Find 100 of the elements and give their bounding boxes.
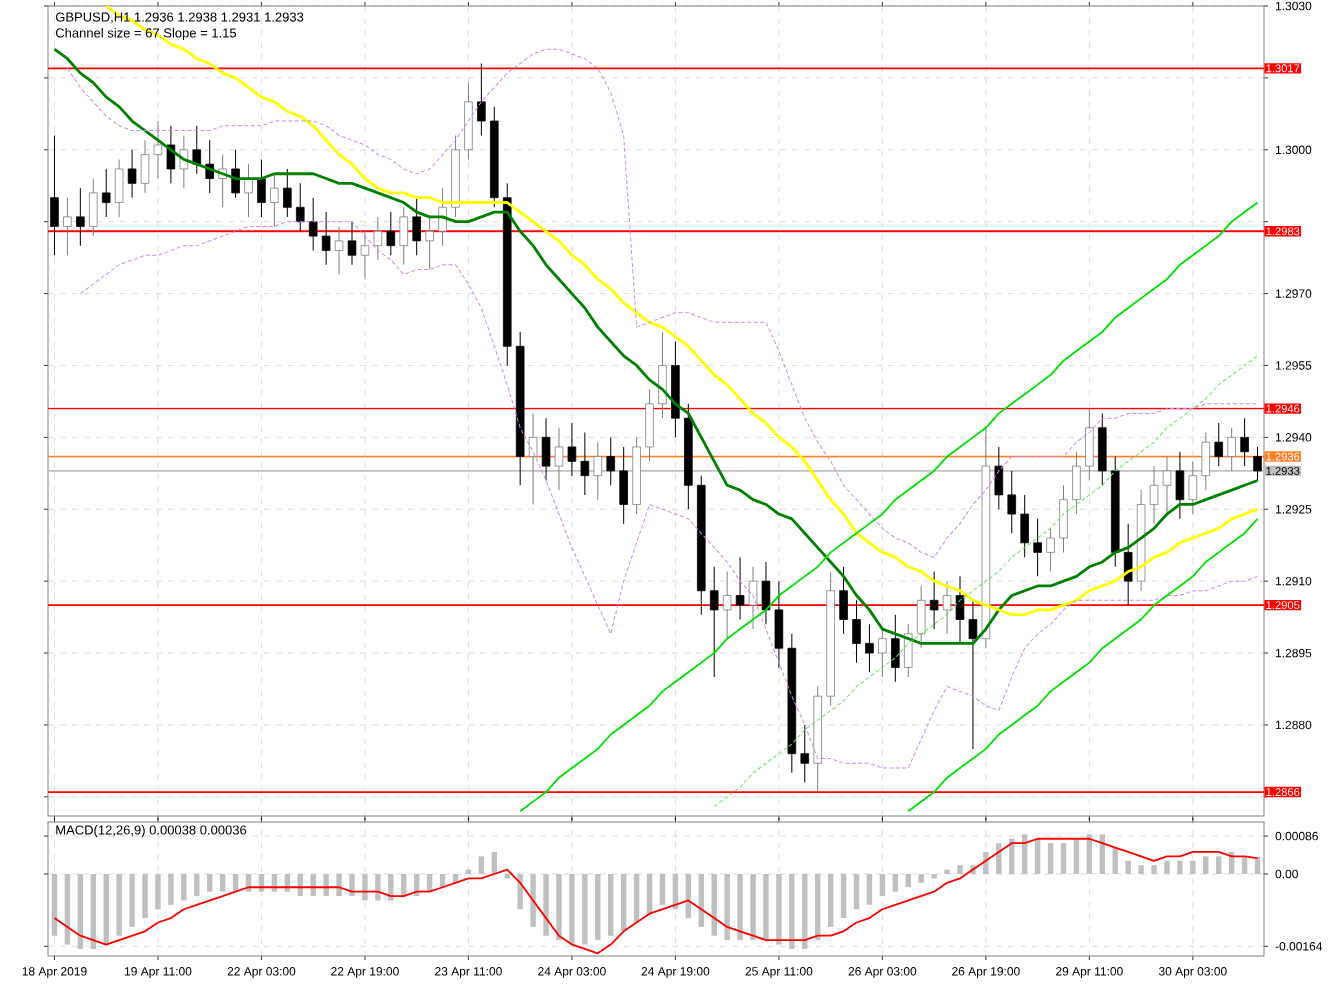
bar <box>1151 865 1157 875</box>
candlestick <box>399 206 409 266</box>
candlestick <box>257 158 266 218</box>
bar <box>879 874 886 897</box>
bar <box>349 874 355 897</box>
candlestick <box>761 561 771 625</box>
candlestick <box>891 614 900 683</box>
bar <box>724 874 730 941</box>
candlestick <box>1072 451 1081 515</box>
candlestick <box>1201 432 1211 491</box>
line-series <box>713 355 1259 807</box>
bar <box>763 874 769 941</box>
candlestick <box>852 599 861 664</box>
bar <box>866 874 873 905</box>
candlestick <box>477 63 486 136</box>
candlestick <box>1059 484 1068 553</box>
candlestick <box>63 197 72 256</box>
candlestick <box>101 168 111 218</box>
bar <box>633 874 640 923</box>
candlestick <box>722 571 732 640</box>
bar <box>1164 860 1170 875</box>
candlestick <box>1253 446 1262 481</box>
bar <box>194 874 200 897</box>
candlestick <box>865 623 874 673</box>
bar <box>556 874 562 941</box>
bar <box>1060 843 1067 875</box>
bar <box>1138 865 1144 875</box>
bar <box>219 874 226 892</box>
bar <box>620 874 627 932</box>
candlestick <box>412 197 421 256</box>
candlestick <box>464 82 473 160</box>
candlestick <box>942 580 952 635</box>
candlestick <box>360 230 370 280</box>
candlestick <box>658 331 667 419</box>
candlestick <box>127 149 137 199</box>
bar <box>530 874 536 927</box>
bar <box>336 874 342 897</box>
candlestick <box>386 211 396 256</box>
bar <box>116 874 122 936</box>
bar <box>853 874 860 910</box>
candlestick <box>709 566 719 678</box>
candlestick <box>619 446 628 525</box>
bar <box>827 874 834 927</box>
candlestick <box>1175 451 1185 520</box>
bar <box>646 874 653 914</box>
candlestick <box>735 556 745 620</box>
candlestick <box>929 571 939 630</box>
candlestick <box>878 628 887 678</box>
candlestick <box>593 441 603 501</box>
bar <box>840 874 847 919</box>
bar <box>478 856 485 875</box>
candlestick <box>76 187 85 247</box>
candlestick <box>283 168 292 218</box>
candlestick <box>606 436 615 486</box>
bar <box>1203 856 1209 875</box>
bar <box>957 865 963 875</box>
bar <box>206 874 213 892</box>
candlestick <box>50 134 59 256</box>
candlestick <box>295 182 305 232</box>
bar <box>1216 856 1222 875</box>
candlestick <box>1123 523 1133 606</box>
candlestick <box>231 149 240 199</box>
bar <box>142 874 148 919</box>
candlestick <box>1046 527 1055 573</box>
candlestick <box>554 427 564 491</box>
candlestick <box>192 125 202 175</box>
bar <box>905 874 911 888</box>
candlestick <box>270 173 279 227</box>
bar <box>155 874 161 910</box>
bar <box>310 874 316 897</box>
bar <box>750 874 756 941</box>
candlestick <box>114 158 124 218</box>
candlestick <box>800 724 810 783</box>
candlestick <box>916 585 926 649</box>
bar <box>375 874 381 901</box>
bar <box>1125 860 1131 875</box>
bar <box>362 874 368 901</box>
candlestick <box>839 566 848 635</box>
bar <box>323 874 329 897</box>
candlestick <box>1188 460 1198 515</box>
candlestick <box>528 412 538 505</box>
bar <box>737 874 743 941</box>
bar <box>181 874 187 901</box>
bar <box>388 874 394 901</box>
candlestick <box>748 566 758 630</box>
candlestick <box>994 446 1004 510</box>
bar <box>608 874 614 936</box>
candlestick <box>1007 470 1017 534</box>
candlestick <box>1227 427 1236 472</box>
bar <box>129 874 135 927</box>
candlestick <box>1033 518 1042 577</box>
candlestick <box>567 422 577 477</box>
bar <box>659 874 666 905</box>
candlestick <box>580 432 590 496</box>
candlestick <box>1098 412 1107 486</box>
candlestick <box>1020 494 1029 558</box>
candlestick <box>425 216 434 271</box>
bar <box>944 869 950 875</box>
bar <box>918 874 924 883</box>
bar <box>517 874 523 910</box>
